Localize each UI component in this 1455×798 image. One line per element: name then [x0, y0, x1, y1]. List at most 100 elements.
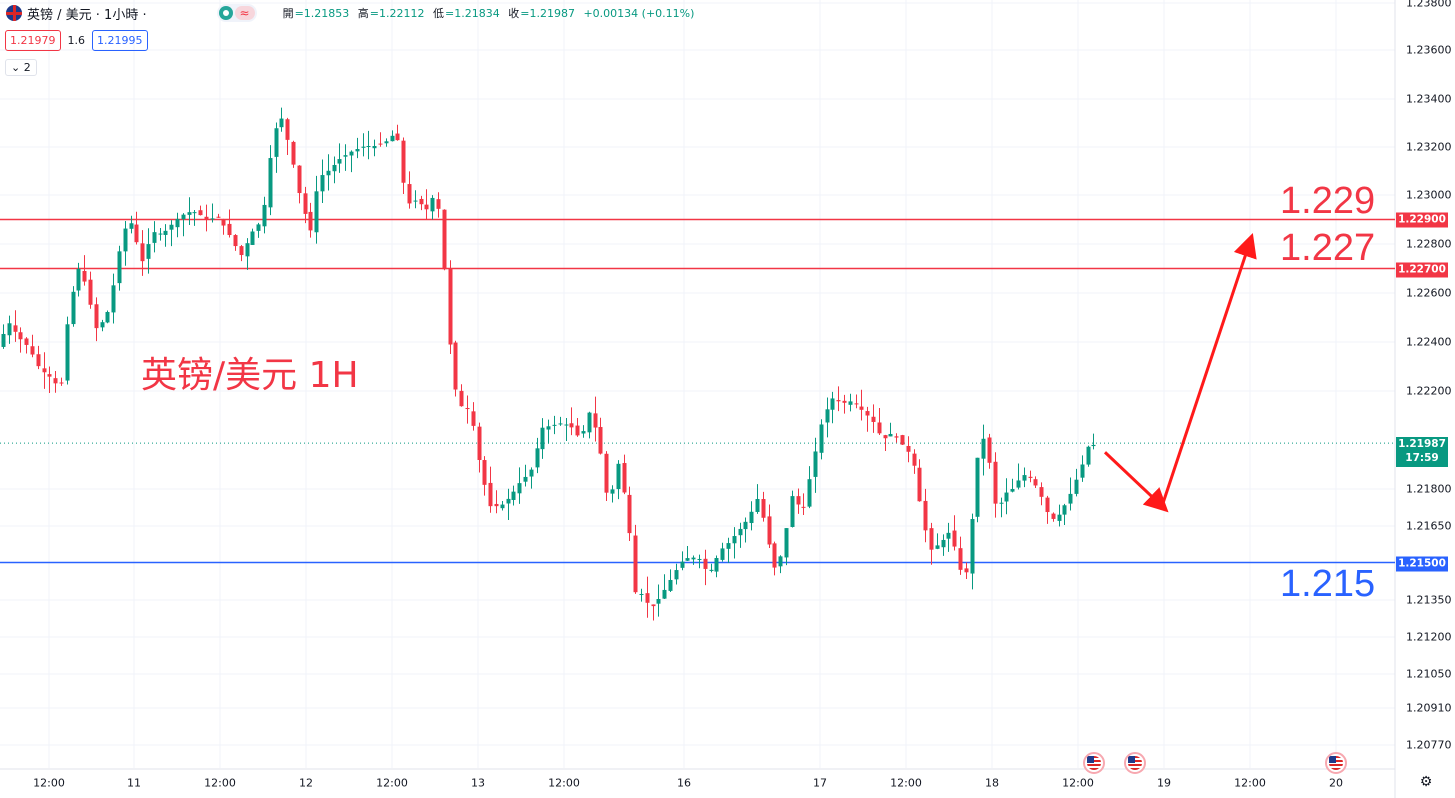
candle-body [743, 521, 748, 530]
candle-body [941, 539, 946, 548]
candle-body [1068, 493, 1073, 504]
candle-body [581, 431, 586, 434]
candle-body [13, 325, 18, 332]
candle-body [448, 268, 453, 345]
candle-body [598, 426, 603, 454]
candle-body [303, 193, 308, 214]
price-tick-label: 1.21050 [1406, 667, 1452, 681]
close-label: 收 [508, 7, 520, 20]
candle-body [401, 140, 406, 183]
candle-body [848, 401, 853, 405]
candle-body [256, 224, 261, 231]
us-event-flag-icon[interactable] [1325, 752, 1347, 774]
candle-body [1051, 513, 1056, 519]
candle-body [349, 151, 354, 156]
candle-body [500, 504, 505, 509]
candle-body [778, 556, 783, 567]
candle-body [726, 543, 731, 549]
candle-body [1039, 487, 1044, 497]
candle-body [308, 211, 313, 231]
candle-body [1086, 446, 1091, 465]
candle-body [233, 235, 238, 247]
candle-body [790, 496, 795, 527]
candle-body [494, 503, 499, 507]
candle-body [117, 251, 122, 284]
resistance-1-label: 1.229 [1280, 180, 1376, 222]
us-event-flag-icon[interactable] [1124, 752, 1146, 774]
time-tick-label: 16 [677, 776, 691, 790]
candle-body [71, 291, 76, 325]
low-value: =1.21834 [445, 7, 500, 20]
candle-body [187, 212, 192, 215]
buy-button[interactable]: 1.21995 [92, 30, 148, 51]
candle-body [1074, 479, 1079, 494]
resistance-2-price-tag: 1.22700 [1396, 262, 1448, 278]
high-label: 高 [357, 7, 369, 20]
candle-body [970, 519, 975, 574]
price-tick-label: 1.22800 [1406, 237, 1452, 251]
candle-body [343, 155, 348, 157]
candle-body [680, 561, 685, 568]
market-status-pill[interactable]: ≈ [216, 4, 257, 22]
candle-body [36, 354, 41, 367]
resistance-2-label: 1.227 [1280, 227, 1376, 269]
current-price: 1.21987 [1398, 438, 1446, 450]
candle-body [1028, 476, 1033, 478]
candle-body [482, 460, 487, 485]
candle-body [999, 502, 1004, 504]
candle-body [245, 243, 250, 257]
candle-body [842, 400, 847, 403]
candle-body [332, 164, 337, 172]
candle-body [894, 436, 899, 438]
candle-body [163, 230, 168, 235]
candle-body [297, 165, 302, 194]
time-tick-label: 12:00 [1062, 776, 1094, 790]
candle-body [1033, 479, 1038, 486]
time-tick-label: 12:00 [204, 776, 236, 790]
support-label: 1.215 [1280, 563, 1376, 605]
candle-body [906, 445, 911, 452]
candle-body [865, 411, 870, 416]
candle-body [366, 146, 371, 147]
candle-body [59, 382, 64, 384]
candle-body [813, 451, 818, 477]
candle-body [192, 212, 197, 214]
candle-body [1062, 505, 1067, 515]
projection-arrow-up [1160, 233, 1257, 507]
candle-body [564, 424, 569, 426]
indicators-toggle[interactable]: ⌄ 2 [5, 59, 37, 76]
candle-body [981, 438, 986, 459]
time-tick-label: 12 [299, 776, 313, 790]
candle-body [123, 228, 128, 252]
candle-body [181, 214, 186, 220]
current-price-tag: 1.21987 17:59 [1396, 437, 1448, 467]
candle-body [535, 448, 540, 468]
time-tick-label: 12:00 [376, 776, 408, 790]
candle-body [871, 416, 876, 422]
symbol-title[interactable]: 英镑 / 美元 · 1小時 · [27, 7, 147, 23]
candle-body [546, 426, 551, 430]
candle-body [958, 548, 963, 570]
time-tick-label: 20 [1329, 776, 1343, 790]
gbp-usd-flag-icon [6, 5, 22, 21]
candle-body [854, 403, 859, 405]
time-tick-label: 12:00 [1234, 776, 1266, 790]
candle-body [210, 218, 215, 220]
settings-gear-icon[interactable]: ⚙ [1419, 774, 1433, 790]
candle-body [993, 461, 998, 504]
candle-body [674, 570, 679, 580]
candle-body [836, 400, 841, 402]
delayed-data-icon: ≈ [234, 6, 255, 20]
candle-body [477, 426, 482, 460]
price-tick-label: 1.21200 [1406, 630, 1452, 644]
uk-event-flag-icon[interactable] [1083, 752, 1105, 774]
candle-body [82, 270, 87, 282]
chevron-down-icon: ⌄ [11, 61, 21, 74]
candle-body [88, 279, 93, 305]
open-value: =1.21853 [294, 7, 350, 20]
candle-body [47, 374, 52, 377]
sell-button[interactable]: 1.21979 [5, 30, 61, 51]
candle-body [552, 424, 557, 426]
candle-body [709, 569, 714, 571]
